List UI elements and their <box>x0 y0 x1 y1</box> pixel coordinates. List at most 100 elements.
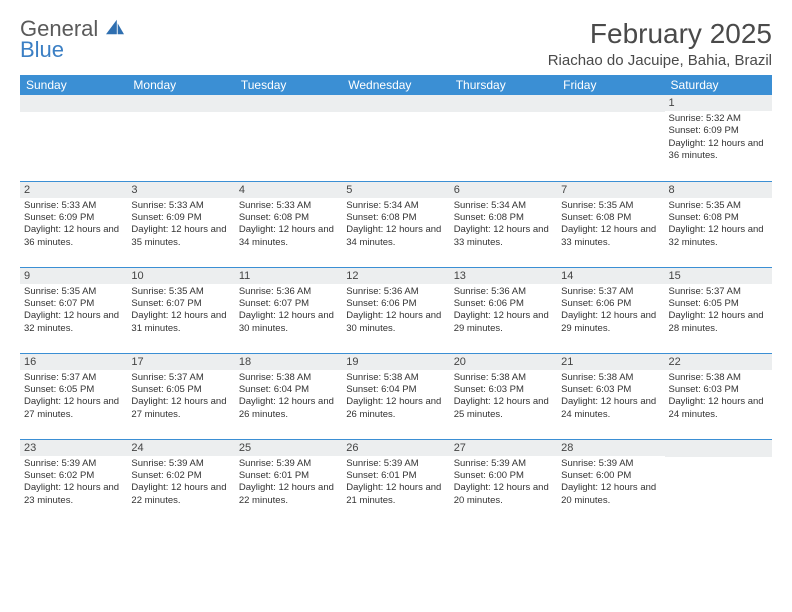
cell-body: Sunrise: 5:38 AMSunset: 6:04 PMDaylight:… <box>342 370 449 425</box>
cell-body: Sunrise: 5:39 AMSunset: 6:01 PMDaylight:… <box>235 456 342 511</box>
sunrise-text: Sunrise: 5:38 AM <box>346 372 445 384</box>
day-number: 5 <box>342 182 449 198</box>
day-number: 9 <box>20 268 127 284</box>
calendar-week: 23Sunrise: 5:39 AMSunset: 6:02 PMDayligh… <box>20 439 772 525</box>
daylight-text: Daylight: 12 hours and 24 minutes. <box>669 396 768 421</box>
cell-body <box>127 112 234 118</box>
daylight-text: Daylight: 12 hours and 25 minutes. <box>454 396 553 421</box>
cell-body: Sunrise: 5:39 AMSunset: 6:00 PMDaylight:… <box>557 456 664 511</box>
calendar-cell: 26Sunrise: 5:39 AMSunset: 6:01 PMDayligh… <box>342 439 449 525</box>
sunrise-text: Sunrise: 5:36 AM <box>454 286 553 298</box>
day-number: 1 <box>665 95 772 111</box>
calendar-cell: 10 Sunrise: 5:35 AMSunset: 6:07 PMDayligh… <box>127 267 234 353</box>
daylight-text: Daylight: 12 hours and 36 minutes. <box>669 138 768 163</box>
calendar-page: General Blue February 2025 Riachao do Ja… <box>0 0 792 543</box>
calendar-cell: 20Sunrise: 5:38 AMSunset: 6:03 PMDayligh… <box>450 353 557 439</box>
day-number: 16 <box>20 354 127 370</box>
sunset-text: Sunset: 6:04 PM <box>239 384 338 396</box>
logo-text: General Blue <box>20 18 126 61</box>
calendar-body: 1Sunrise: 5:32 AMSunset: 6:09 PMDaylight… <box>20 95 772 525</box>
calendar-cell <box>235 95 342 181</box>
cell-body: Sunrise: 5:39 AMSunset: 6:02 PMDaylight:… <box>20 456 127 511</box>
cell-body: Sunrise: 5:32 AMSunset: 6:09 PMDaylight:… <box>665 111 772 166</box>
day-number: 14 <box>557 268 664 284</box>
sunrise-text: Sunrise: 5:39 AM <box>24 458 123 470</box>
daylight-text: Daylight: 12 hours and 28 minutes. <box>669 310 768 335</box>
day-number: 20 <box>450 354 557 370</box>
day-number: 11 <box>235 268 342 284</box>
sunrise-text: Sunrise: 5:37 AM <box>131 372 230 384</box>
cell-body <box>20 112 127 118</box>
day-header: Tuesday <box>235 75 342 95</box>
daylight-text: Daylight: 12 hours and 30 minutes. <box>346 310 445 335</box>
sunset-text: Sunset: 6:08 PM <box>239 212 338 224</box>
calendar-cell: 23Sunrise: 5:39 AMSunset: 6:02 PMDayligh… <box>20 439 127 525</box>
day-number: 24 <box>127 440 234 456</box>
daylight-text: Daylight: 12 hours and 23 minutes. <box>24 482 123 507</box>
sunset-text: Sunset: 6:04 PM <box>346 384 445 396</box>
calendar-cell <box>450 95 557 181</box>
calendar-cell: 6Sunrise: 5:34 AMSunset: 6:08 PMDaylight… <box>450 181 557 267</box>
sunset-text: Sunset: 6:05 PM <box>669 298 768 310</box>
cell-body <box>557 112 664 118</box>
cell-body: Sunrise: 5:37 AMSunset: 6:05 PMDaylight:… <box>20 370 127 425</box>
day-number <box>235 95 342 112</box>
cell-body: Sunrise: 5:35 AMSunset: 6:08 PMDaylight:… <box>665 198 772 253</box>
day-number: 8 <box>665 182 772 198</box>
sunset-text: Sunset: 6:06 PM <box>346 298 445 310</box>
day-number <box>20 95 127 112</box>
calendar-cell <box>665 439 772 525</box>
day-number: 12 <box>342 268 449 284</box>
sunrise-text: Sunrise: 5:38 AM <box>669 372 768 384</box>
calendar-head: SundayMondayTuesdayWednesdayThursdayFrid… <box>20 75 772 95</box>
cell-body <box>450 112 557 118</box>
sunset-text: Sunset: 6:00 PM <box>454 470 553 482</box>
sunset-text: Sunset: 6:03 PM <box>669 384 768 396</box>
cell-body: Sunrise: 5:36 AMSunset: 6:07 PMDaylight:… <box>235 284 342 339</box>
cell-body: Sunrise: 5:35 AMSunset: 6:08 PMDaylight:… <box>557 198 664 253</box>
sunrise-text: Sunrise: 5:33 AM <box>24 200 123 212</box>
sunrise-text: Sunrise: 5:37 AM <box>669 286 768 298</box>
page-header: General Blue February 2025 Riachao do Ja… <box>20 18 772 69</box>
calendar-cell: 11Sunrise: 5:36 AMSunset: 6:07 PMDayligh… <box>235 267 342 353</box>
cell-body: Sunrise: 5:33 AMSunset: 6:09 PMDaylight:… <box>127 198 234 253</box>
day-number: 10 <box>127 268 234 284</box>
calendar-table: SundayMondayTuesdayWednesdayThursdayFrid… <box>20 75 772 525</box>
cell-body: Sunrise: 5:37 AMSunset: 6:05 PMDaylight:… <box>665 284 772 339</box>
sunset-text: Sunset: 6:08 PM <box>346 212 445 224</box>
calendar-cell: 22Sunrise: 5:38 AMSunset: 6:03 PMDayligh… <box>665 353 772 439</box>
calendar-cell: 16Sunrise: 5:37 AMSunset: 6:05 PMDayligh… <box>20 353 127 439</box>
calendar-week: 16Sunrise: 5:37 AMSunset: 6:05 PMDayligh… <box>20 353 772 439</box>
sunset-text: Sunset: 6:07 PM <box>131 298 230 310</box>
cell-body: Sunrise: 5:37 AMSunset: 6:05 PMDaylight:… <box>127 370 234 425</box>
calendar-cell: 27Sunrise: 5:39 AMSunset: 6:00 PMDayligh… <box>450 439 557 525</box>
cell-body: Sunrise: 5:39 AMSunset: 6:02 PMDaylight:… <box>127 456 234 511</box>
day-number: 3 <box>127 182 234 198</box>
sunset-text: Sunset: 6:07 PM <box>239 298 338 310</box>
calendar-cell: 3Sunrise: 5:33 AMSunset: 6:09 PMDaylight… <box>127 181 234 267</box>
day-number: 21 <box>557 354 664 370</box>
calendar-cell: 4Sunrise: 5:33 AMSunset: 6:08 PMDaylight… <box>235 181 342 267</box>
calendar-cell: 9Sunrise: 5:35 AMSunset: 6:07 PMDaylight… <box>20 267 127 353</box>
day-number: 18 <box>235 354 342 370</box>
day-number <box>557 95 664 112</box>
calendar-cell: 14Sunrise: 5:37 AMSunset: 6:06 PMDayligh… <box>557 267 664 353</box>
sunrise-text: Sunrise: 5:33 AM <box>131 200 230 212</box>
day-number: 26 <box>342 440 449 456</box>
calendar-cell: 2Sunrise: 5:33 AMSunset: 6:09 PMDaylight… <box>20 181 127 267</box>
daylight-text: Daylight: 12 hours and 31 minutes. <box>131 310 230 335</box>
cell-body: Sunrise: 5:39 AMSunset: 6:01 PMDaylight:… <box>342 456 449 511</box>
sunset-text: Sunset: 6:01 PM <box>239 470 338 482</box>
day-number <box>450 95 557 112</box>
cell-body: Sunrise: 5:35 AMSunset: 6:07 PMDaylight:… <box>20 284 127 339</box>
sunset-text: Sunset: 6:02 PM <box>24 470 123 482</box>
daylight-text: Daylight: 12 hours and 21 minutes. <box>346 482 445 507</box>
sunrise-text: Sunrise: 5:34 AM <box>454 200 553 212</box>
sunrise-text: Sunrise: 5:39 AM <box>131 458 230 470</box>
sunrise-text: Sunrise: 5:35 AM <box>131 286 230 298</box>
cell-body: Sunrise: 5:38 AMSunset: 6:03 PMDaylight:… <box>450 370 557 425</box>
day-header: Saturday <box>665 75 772 95</box>
day-number: 19 <box>342 354 449 370</box>
sunrise-text: Sunrise: 5:38 AM <box>454 372 553 384</box>
calendar-cell <box>127 95 234 181</box>
